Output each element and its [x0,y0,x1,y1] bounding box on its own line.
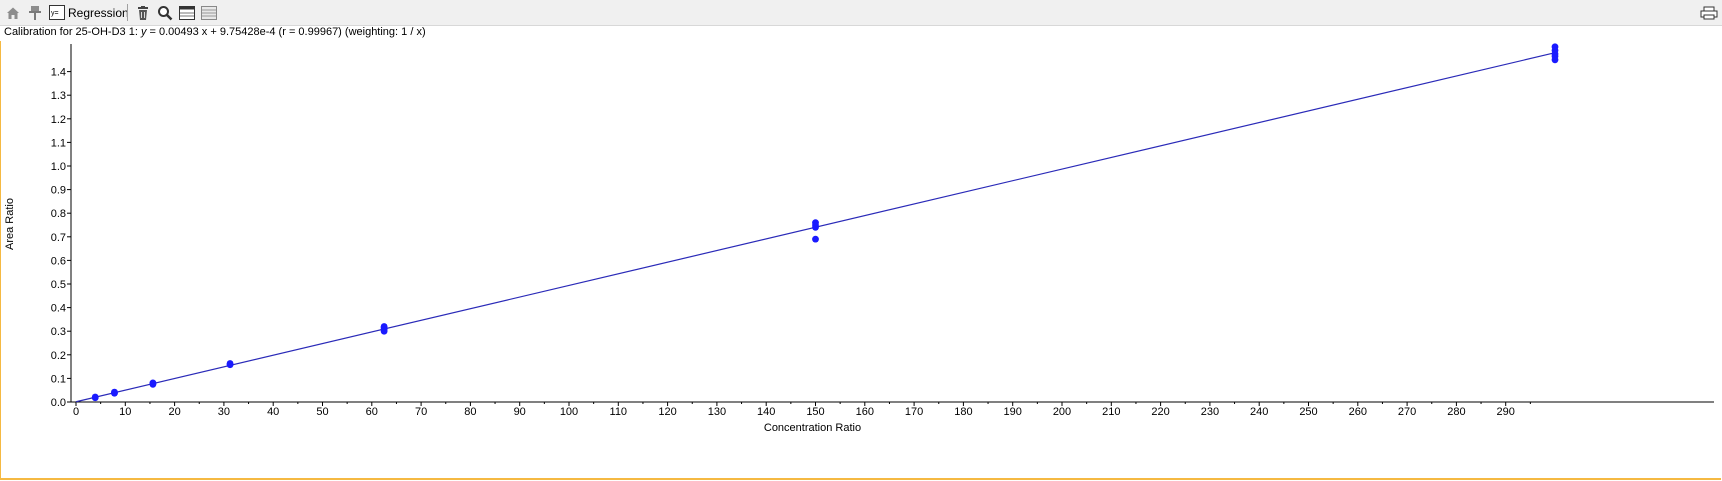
x-tick-label: 250 [1299,406,1317,418]
x-tick-label: 200 [1053,406,1071,418]
y-tick-label: 1.2 [51,114,66,126]
x-tick-label: 110 [610,406,628,418]
x-axis-title: Concentration Ratio [764,422,861,434]
x-tick-label: 150 [806,406,824,418]
x-tick-label: 270 [1398,406,1416,418]
regression-label: Regression [68,5,129,20]
data-point [149,379,157,387]
y-tick-label: 1.0 [51,161,66,173]
home-icon[interactable] [5,3,21,22]
regression-icon-text: y= [51,10,59,17]
y-tick-label: 0.9 [51,185,66,197]
x-tick-label: 130 [708,406,726,418]
x-tick-label: 40 [267,406,279,418]
data-point [812,235,819,243]
print-icon[interactable] [1700,3,1718,22]
x-tick-label: 100 [560,406,578,418]
y-tick-label: 1.1 [51,137,66,149]
x-tick-label: 240 [1250,406,1268,418]
regression-icon: y= [49,5,65,20]
x-tick-label: 10 [119,406,131,418]
x-tick-label: 190 [1004,406,1022,418]
x-tick-label: 0 [73,406,79,418]
x-tick-label: 290 [1497,406,1515,418]
y-tick-label: 0.1 [51,373,66,385]
x-tick-label: 160 [856,406,874,418]
data-point [91,393,99,401]
x-tick-label: 140 [757,406,775,418]
y-tick-label: 0.6 [51,255,66,267]
x-tick-label: 90 [514,406,526,418]
x-tick-label: 60 [366,406,378,418]
calibration-equation: = 0.00493 x + 9.75428e-4 (r = 0.99967) (… [146,26,426,38]
x-tick-label: 210 [1102,406,1120,418]
y-tick-label: 0.7 [51,232,66,244]
x-tick-label: 20 [168,406,180,418]
table-icon[interactable] [179,3,195,22]
x-tick-label: 80 [464,406,476,418]
toolbar: y= Regression [0,0,1722,26]
x-tick-label: 230 [1201,406,1219,418]
delete-icon[interactable] [135,3,151,22]
y-tick-label: 0.2 [51,350,66,362]
calibration-prefix: Calibration for 25-OH-D3 1: [4,26,141,38]
data-point [1551,43,1559,51]
data-point [226,360,234,367]
y-axis-title: Area Ratio [4,198,16,250]
y-tick-label: 0.4 [51,303,66,315]
data-point [380,323,388,330]
calibration-y-var: y [140,26,147,38]
x-tick-label: 50 [316,406,328,418]
toolbar-separator [127,4,128,21]
x-tick-label: 70 [415,406,427,418]
list-icon[interactable] [201,3,217,22]
x-tick-label: 260 [1349,406,1367,418]
x-tick-label: 120 [658,406,676,418]
chart-panel-frame [0,41,1721,480]
y-tick-label: 1.4 [51,67,66,79]
data-point [111,388,118,396]
y-tick-label: 1.3 [51,90,66,102]
x-tick-label: 220 [1151,406,1169,418]
calibration-title: Calibration for 25-OH-D3 1: y = 0.00493 … [4,26,426,38]
y-tick-label: 0.5 [51,279,66,291]
x-tick-label: 280 [1447,406,1465,418]
y-tick-label: 0.0 [51,397,66,409]
zoom-icon[interactable] [157,3,173,22]
x-tick-label: 170 [905,406,923,418]
y-tick-label: 0.8 [51,208,66,220]
x-tick-label: 30 [218,406,230,418]
x-tick-label: 180 [954,406,972,418]
regression-button[interactable]: y= Regression [49,3,129,22]
data-point [812,219,819,227]
y-tick-label: 0.3 [51,326,66,338]
pin-icon[interactable] [27,3,43,22]
